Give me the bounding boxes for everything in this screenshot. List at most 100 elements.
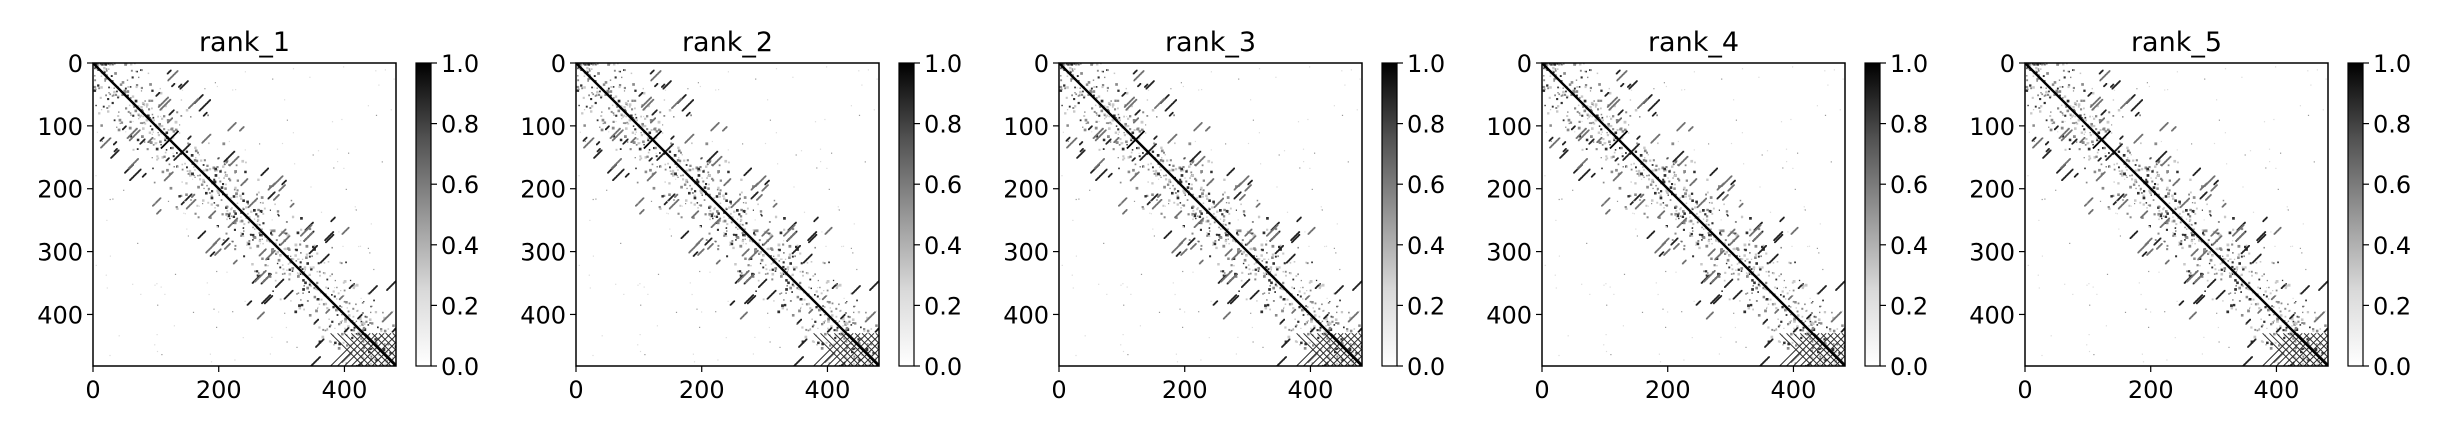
x-tick-label: 400 [1288,376,1334,404]
y-tick-label: 300 [1486,239,1532,267]
main-diagonal [2025,63,2328,366]
y-tick-label: 100 [1003,113,1049,141]
colorbar-tick-label: 0.4 [1407,232,1445,260]
heatmap-cells [2025,63,2328,366]
y-tick-label: 0 [2000,50,2015,78]
y-tick-label: 400 [520,301,566,329]
x-tick-label: 400 [1771,376,1817,404]
heatmap-frame [92,62,397,367]
main-diagonal [1542,63,1845,366]
heatmap-cells [1059,63,1362,366]
heatmap-cells [576,63,879,366]
x-tick-label: 0 [568,376,583,404]
colorbar [898,62,915,367]
y-tick-label: 200 [37,176,83,204]
colorbar-tick-label: 0.0 [924,353,962,381]
colorbar-tick-label: 1.0 [1407,50,1445,78]
colorbar-tick-label: 1.0 [2373,50,2411,78]
heatmap-frame [1058,62,1363,367]
y-tick-label: 0 [1517,50,1532,78]
colorbar-tick-label: 0.8 [441,111,479,139]
y-tick-label: 200 [1969,176,2015,204]
colorbar-tick-label: 0.2 [2373,292,2411,320]
x-tick-label: 0 [1534,376,1549,404]
colorbar-tick-label: 0.8 [1407,111,1445,139]
y-tick-label: 300 [520,239,566,267]
colorbar-tick-label: 0.0 [1890,353,1928,381]
y-tick-label: 200 [1003,176,1049,204]
colorbar-tick-label: 0.4 [924,232,962,260]
heatmap-panel-2: rank_2 0 200 400 0 100 200 300 400 0.0 0.2 0.4 0.6 0.… [520,27,962,404]
heatmap-frame [2024,62,2329,367]
colorbar [2347,62,2364,367]
colorbar [1864,62,1881,367]
colorbar-tick-label: 0.4 [1890,232,1928,260]
x-tick-label: 0 [1051,376,1066,404]
x-tick-label: 200 [196,376,242,404]
colorbar-tick-label: 0.2 [1890,292,1928,320]
panel-title: rank_2 [682,27,773,58]
y-tick-label: 300 [1003,239,1049,267]
heatmap-panel-1: rank_1 0 200 400 0 100 200 300 400 0.0 0.2 0.4 0.6 0.… [37,27,479,404]
panel-title: rank_3 [1165,27,1256,58]
heatmap-panel-5: rank_5 0 200 400 0 100 200 300 400 0.0 0.2 0.4 0.6 0.… [1969,27,2411,404]
colorbar-tick-label: 0.2 [1407,292,1445,320]
cross-mark [160,130,180,150]
colorbar-tick-label: 0.6 [924,171,962,199]
colorbar-tick-label: 0.6 [441,171,479,199]
y-tick-label: 300 [1969,239,2015,267]
cross-mark [2092,130,2112,150]
x-tick-label: 400 [2254,376,2300,404]
y-tick-label: 0 [68,50,83,78]
y-tick-label: 300 [37,239,83,267]
y-tick-label: 200 [520,176,566,204]
colorbar-tick-label: 1.0 [441,50,479,78]
colorbar-tick-label: 1.0 [1890,50,1928,78]
x-tick-label: 0 [85,376,100,404]
colorbar-tick-label: 0.6 [2373,171,2411,199]
panel-title: rank_1 [199,27,290,58]
heatmap-panel-3: rank_3 0 200 400 0 100 200 300 400 0.0 0.2 0.4 0.6 0.… [1003,27,1445,404]
x-tick-label: 400 [805,376,851,404]
cross-mark [1126,130,1146,150]
colorbar-tick-label: 0.0 [1407,353,1445,381]
colorbar-tick-label: 0.2 [924,292,962,320]
colorbar-tick-label: 0.2 [441,292,479,320]
panel-title: rank_4 [1648,27,1739,58]
heatmap-cells [1542,63,1845,366]
colorbar-tick-label: 0.0 [441,353,479,381]
colorbar [415,62,432,367]
main-diagonal [93,63,396,366]
main-diagonal [576,63,879,366]
y-tick-label: 400 [1486,301,1532,329]
colorbar-tick-label: 0.4 [2373,232,2411,260]
y-tick-label: 0 [1034,50,1049,78]
y-tick-label: 100 [37,113,83,141]
colorbar-tick-label: 1.0 [924,50,962,78]
colorbar [1381,62,1398,367]
x-tick-label: 200 [1645,376,1691,404]
colorbar-tick-label: 0.8 [924,111,962,139]
x-tick-label: 200 [2128,376,2174,404]
y-tick-label: 100 [1969,113,2015,141]
x-tick-label: 400 [322,376,368,404]
colorbar-tick-label: 0.6 [1407,171,1445,199]
x-tick-label: 200 [1162,376,1208,404]
y-tick-label: 200 [1486,176,1532,204]
main-diagonal [1059,63,1362,366]
x-tick-label: 0 [2017,376,2032,404]
y-tick-label: 0 [551,50,566,78]
colorbar-tick-label: 0.4 [441,232,479,260]
heatmap-frame [575,62,880,367]
cross-mark [643,130,663,150]
panel-title: rank_5 [2131,27,2222,58]
cross-mark [1609,130,1629,150]
y-tick-label: 100 [520,113,566,141]
y-tick-label: 400 [37,301,83,329]
x-tick-label: 200 [679,376,725,404]
colorbar-tick-label: 0.0 [2373,353,2411,381]
heatmap-cells [93,63,396,366]
heatmap-frame [1541,62,1846,367]
y-tick-label: 400 [1969,301,2015,329]
